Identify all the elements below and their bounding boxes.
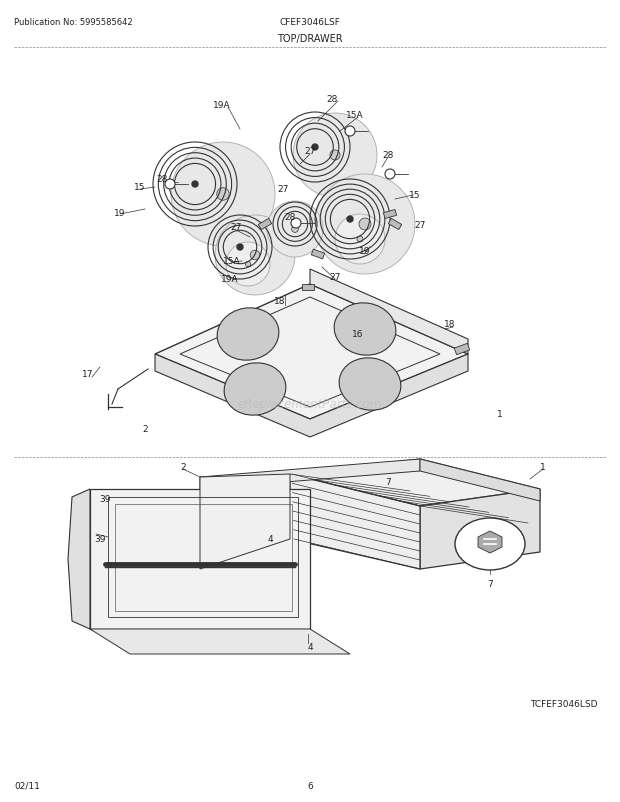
Polygon shape (478, 532, 502, 553)
Polygon shape (383, 210, 397, 219)
Polygon shape (454, 344, 470, 355)
Circle shape (291, 226, 298, 233)
Text: eReplacementParts.com: eReplacementParts.com (238, 398, 382, 411)
Text: 4: 4 (307, 642, 313, 652)
Ellipse shape (339, 358, 401, 411)
Text: 19: 19 (114, 209, 126, 217)
Text: 15: 15 (135, 184, 146, 192)
Polygon shape (420, 460, 540, 501)
Text: 15A: 15A (223, 257, 241, 266)
Circle shape (335, 215, 385, 265)
Text: 27: 27 (329, 273, 340, 282)
Polygon shape (259, 219, 272, 230)
Text: 16: 16 (352, 330, 364, 339)
Circle shape (246, 262, 250, 267)
Text: 1: 1 (540, 463, 546, 472)
Circle shape (171, 143, 275, 247)
Text: 2: 2 (142, 425, 148, 434)
Ellipse shape (217, 309, 279, 361)
Text: 15A: 15A (346, 111, 364, 119)
Text: 7: 7 (487, 580, 493, 589)
Text: 19: 19 (359, 247, 371, 256)
Text: 19A: 19A (221, 275, 239, 284)
Circle shape (291, 219, 301, 229)
Circle shape (226, 243, 270, 286)
Circle shape (312, 145, 318, 151)
Circle shape (217, 188, 229, 201)
Polygon shape (310, 269, 468, 354)
Polygon shape (302, 285, 314, 290)
Circle shape (292, 221, 298, 228)
Text: 18: 18 (445, 320, 456, 329)
Ellipse shape (334, 303, 396, 356)
Circle shape (345, 127, 355, 137)
Circle shape (330, 151, 340, 161)
Polygon shape (388, 219, 402, 230)
Text: 7: 7 (385, 478, 391, 487)
Polygon shape (420, 489, 540, 569)
Circle shape (215, 216, 295, 296)
Polygon shape (90, 489, 310, 630)
Circle shape (237, 245, 243, 251)
Circle shape (357, 237, 363, 243)
Text: 27: 27 (230, 223, 242, 233)
Circle shape (250, 251, 260, 261)
Text: 4: 4 (267, 535, 273, 544)
Circle shape (347, 217, 353, 223)
Text: 19A: 19A (213, 100, 231, 109)
Text: 39: 39 (99, 495, 111, 504)
Text: 6: 6 (307, 781, 313, 790)
Circle shape (165, 180, 175, 190)
Circle shape (315, 175, 415, 274)
Polygon shape (155, 285, 468, 419)
Text: 02/11: 02/11 (14, 781, 40, 790)
Text: CFEF3046LSF: CFEF3046LSF (280, 18, 340, 27)
Circle shape (359, 219, 371, 231)
Ellipse shape (224, 363, 286, 415)
Circle shape (267, 202, 323, 257)
Text: TOP/DRAWER: TOP/DRAWER (277, 34, 343, 44)
Polygon shape (200, 475, 290, 569)
Circle shape (192, 182, 198, 188)
Text: 39: 39 (94, 535, 106, 544)
Text: 2: 2 (180, 463, 186, 472)
Text: 18: 18 (274, 297, 286, 306)
Polygon shape (200, 460, 420, 489)
Circle shape (385, 170, 395, 180)
Circle shape (293, 114, 377, 198)
Text: 15: 15 (409, 190, 421, 199)
Polygon shape (290, 475, 420, 569)
Text: 17: 17 (82, 370, 94, 379)
Text: 28: 28 (383, 150, 394, 160)
Polygon shape (68, 489, 90, 630)
Text: 27: 27 (304, 148, 316, 156)
Text: 27: 27 (277, 185, 289, 194)
Polygon shape (290, 460, 540, 506)
Text: TCFEF3046LSD: TCFEF3046LSD (530, 699, 598, 708)
Text: 28: 28 (285, 213, 296, 222)
Text: 27: 27 (414, 221, 426, 229)
Ellipse shape (455, 518, 525, 570)
Text: 1: 1 (497, 410, 503, 419)
Polygon shape (311, 249, 325, 260)
Text: 28: 28 (326, 95, 338, 104)
Polygon shape (90, 630, 350, 654)
Text: 28: 28 (156, 176, 167, 184)
Polygon shape (155, 354, 468, 437)
Text: Publication No: 5995585642: Publication No: 5995585642 (14, 18, 133, 27)
